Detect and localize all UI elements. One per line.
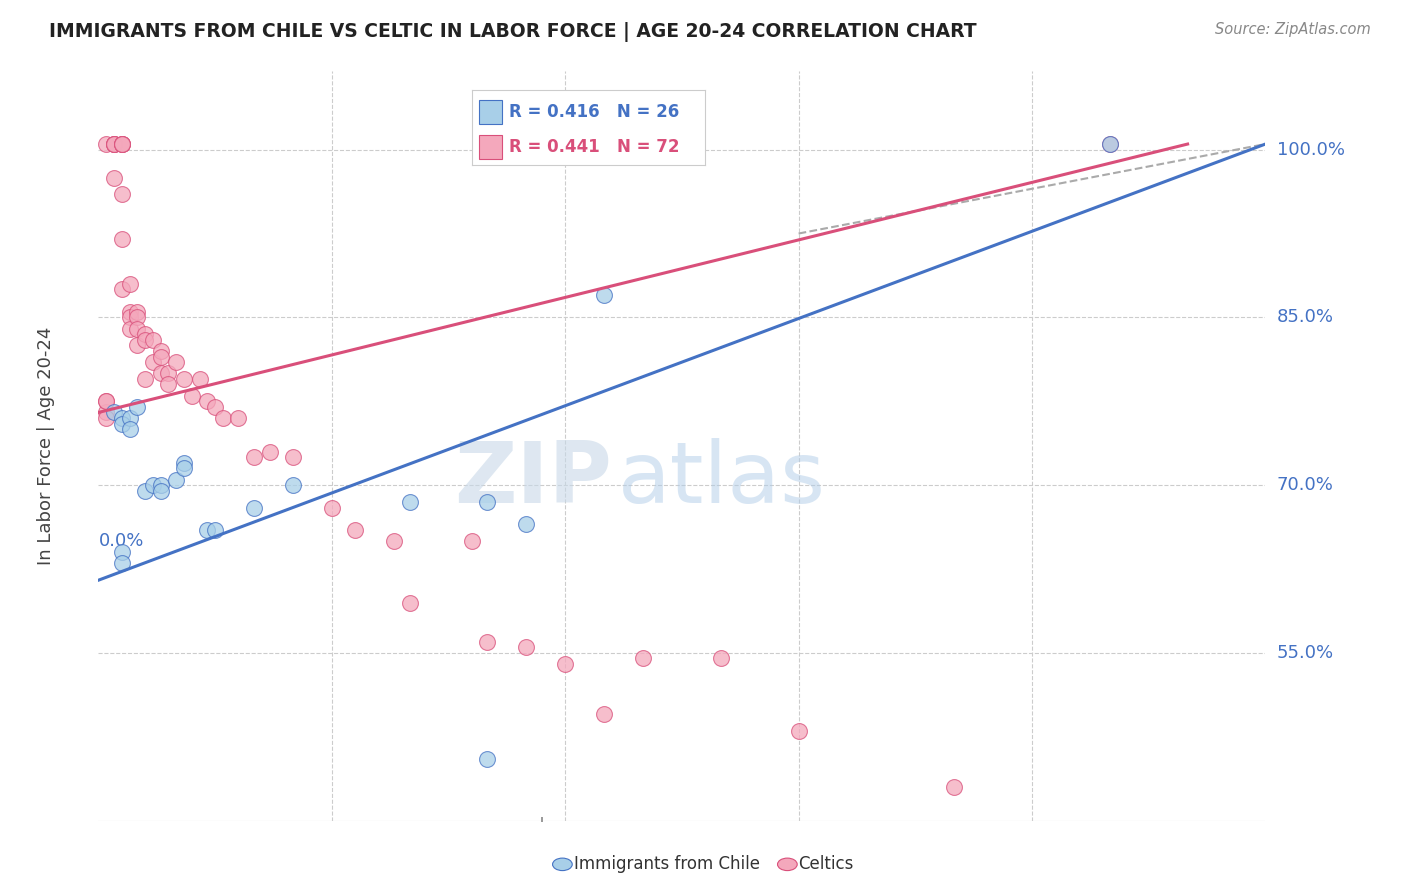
Point <box>149 350 172 364</box>
Point <box>477 634 499 648</box>
Point <box>321 500 343 515</box>
Point <box>118 321 141 335</box>
Point <box>710 651 733 665</box>
Point <box>204 523 226 537</box>
Point <box>111 417 134 431</box>
Point <box>149 478 172 492</box>
Point <box>787 724 810 739</box>
Text: 70.0%: 70.0% <box>1277 476 1333 494</box>
Point <box>671 136 693 151</box>
Point <box>204 400 226 414</box>
Point <box>111 557 134 571</box>
Text: Celtics: Celtics <box>799 855 853 873</box>
Point <box>134 372 156 386</box>
Point <box>195 523 218 537</box>
Point <box>134 333 156 347</box>
Point <box>1098 136 1121 151</box>
Point <box>96 411 118 425</box>
Point <box>149 483 172 498</box>
Text: atlas: atlas <box>617 438 825 521</box>
Text: 100.0%: 100.0% <box>1277 141 1344 159</box>
Point <box>1098 136 1121 151</box>
Point <box>157 367 180 381</box>
Point <box>554 657 576 671</box>
Point <box>96 136 118 151</box>
Text: IMMIGRANTS FROM CHILE VS CELTIC IN LABOR FORCE | AGE 20-24 CORRELATION CHART: IMMIGRANTS FROM CHILE VS CELTIC IN LABOR… <box>49 22 977 42</box>
Point <box>142 478 165 492</box>
Point <box>103 136 125 151</box>
Point <box>96 394 118 409</box>
Point <box>188 372 211 386</box>
Point <box>127 305 149 319</box>
Point <box>103 136 125 151</box>
Point <box>243 500 266 515</box>
Point <box>111 136 134 151</box>
Point <box>281 450 304 465</box>
Point <box>127 338 149 352</box>
Point <box>212 411 235 425</box>
Point <box>134 327 156 342</box>
Text: Immigrants from Chile: Immigrants from Chile <box>574 855 759 873</box>
Point <box>398 495 420 509</box>
Point <box>943 780 966 794</box>
Point <box>165 473 187 487</box>
Point <box>111 545 134 559</box>
Text: 85.0%: 85.0% <box>1277 309 1333 326</box>
Point <box>118 310 141 325</box>
Point <box>111 136 134 151</box>
Point <box>173 372 195 386</box>
Text: 55.0%: 55.0% <box>1277 644 1334 662</box>
Point <box>111 136 134 151</box>
Point <box>461 534 484 549</box>
Point <box>173 461 195 475</box>
Point <box>127 321 149 335</box>
Text: 0.0%: 0.0% <box>98 533 143 550</box>
Point <box>173 456 195 470</box>
Point <box>142 355 165 369</box>
Point <box>149 367 172 381</box>
Point <box>157 377 180 392</box>
Point <box>103 136 125 151</box>
Point <box>259 444 281 458</box>
Point <box>96 405 118 419</box>
Point <box>398 596 420 610</box>
Point <box>149 343 172 358</box>
Text: ZIP: ZIP <box>454 438 612 521</box>
Point <box>118 411 141 425</box>
Point <box>142 333 165 347</box>
Point <box>243 450 266 465</box>
Point <box>344 523 367 537</box>
Point <box>111 411 134 425</box>
Point <box>515 640 537 655</box>
Point <box>111 232 134 246</box>
Point <box>111 282 134 296</box>
Point <box>127 310 149 325</box>
Point <box>103 136 125 151</box>
Point <box>382 534 405 549</box>
Point <box>103 170 125 185</box>
Point <box>111 136 134 151</box>
Point <box>111 187 134 202</box>
Point <box>127 400 149 414</box>
Point <box>165 355 187 369</box>
Point <box>477 495 499 509</box>
Point <box>281 478 304 492</box>
Point <box>118 277 141 291</box>
Point <box>195 394 218 409</box>
Point <box>118 422 141 436</box>
Point <box>134 483 156 498</box>
Point <box>180 389 202 403</box>
Point <box>593 288 616 302</box>
Point <box>103 405 125 419</box>
Text: In Labor Force | Age 20-24: In Labor Force | Age 20-24 <box>37 326 55 566</box>
Point <box>96 394 118 409</box>
Point <box>631 651 654 665</box>
Point <box>515 517 537 532</box>
Text: Source: ZipAtlas.com: Source: ZipAtlas.com <box>1215 22 1371 37</box>
Point <box>593 707 616 722</box>
Point <box>118 305 141 319</box>
Point <box>228 411 250 425</box>
Point <box>477 752 499 766</box>
